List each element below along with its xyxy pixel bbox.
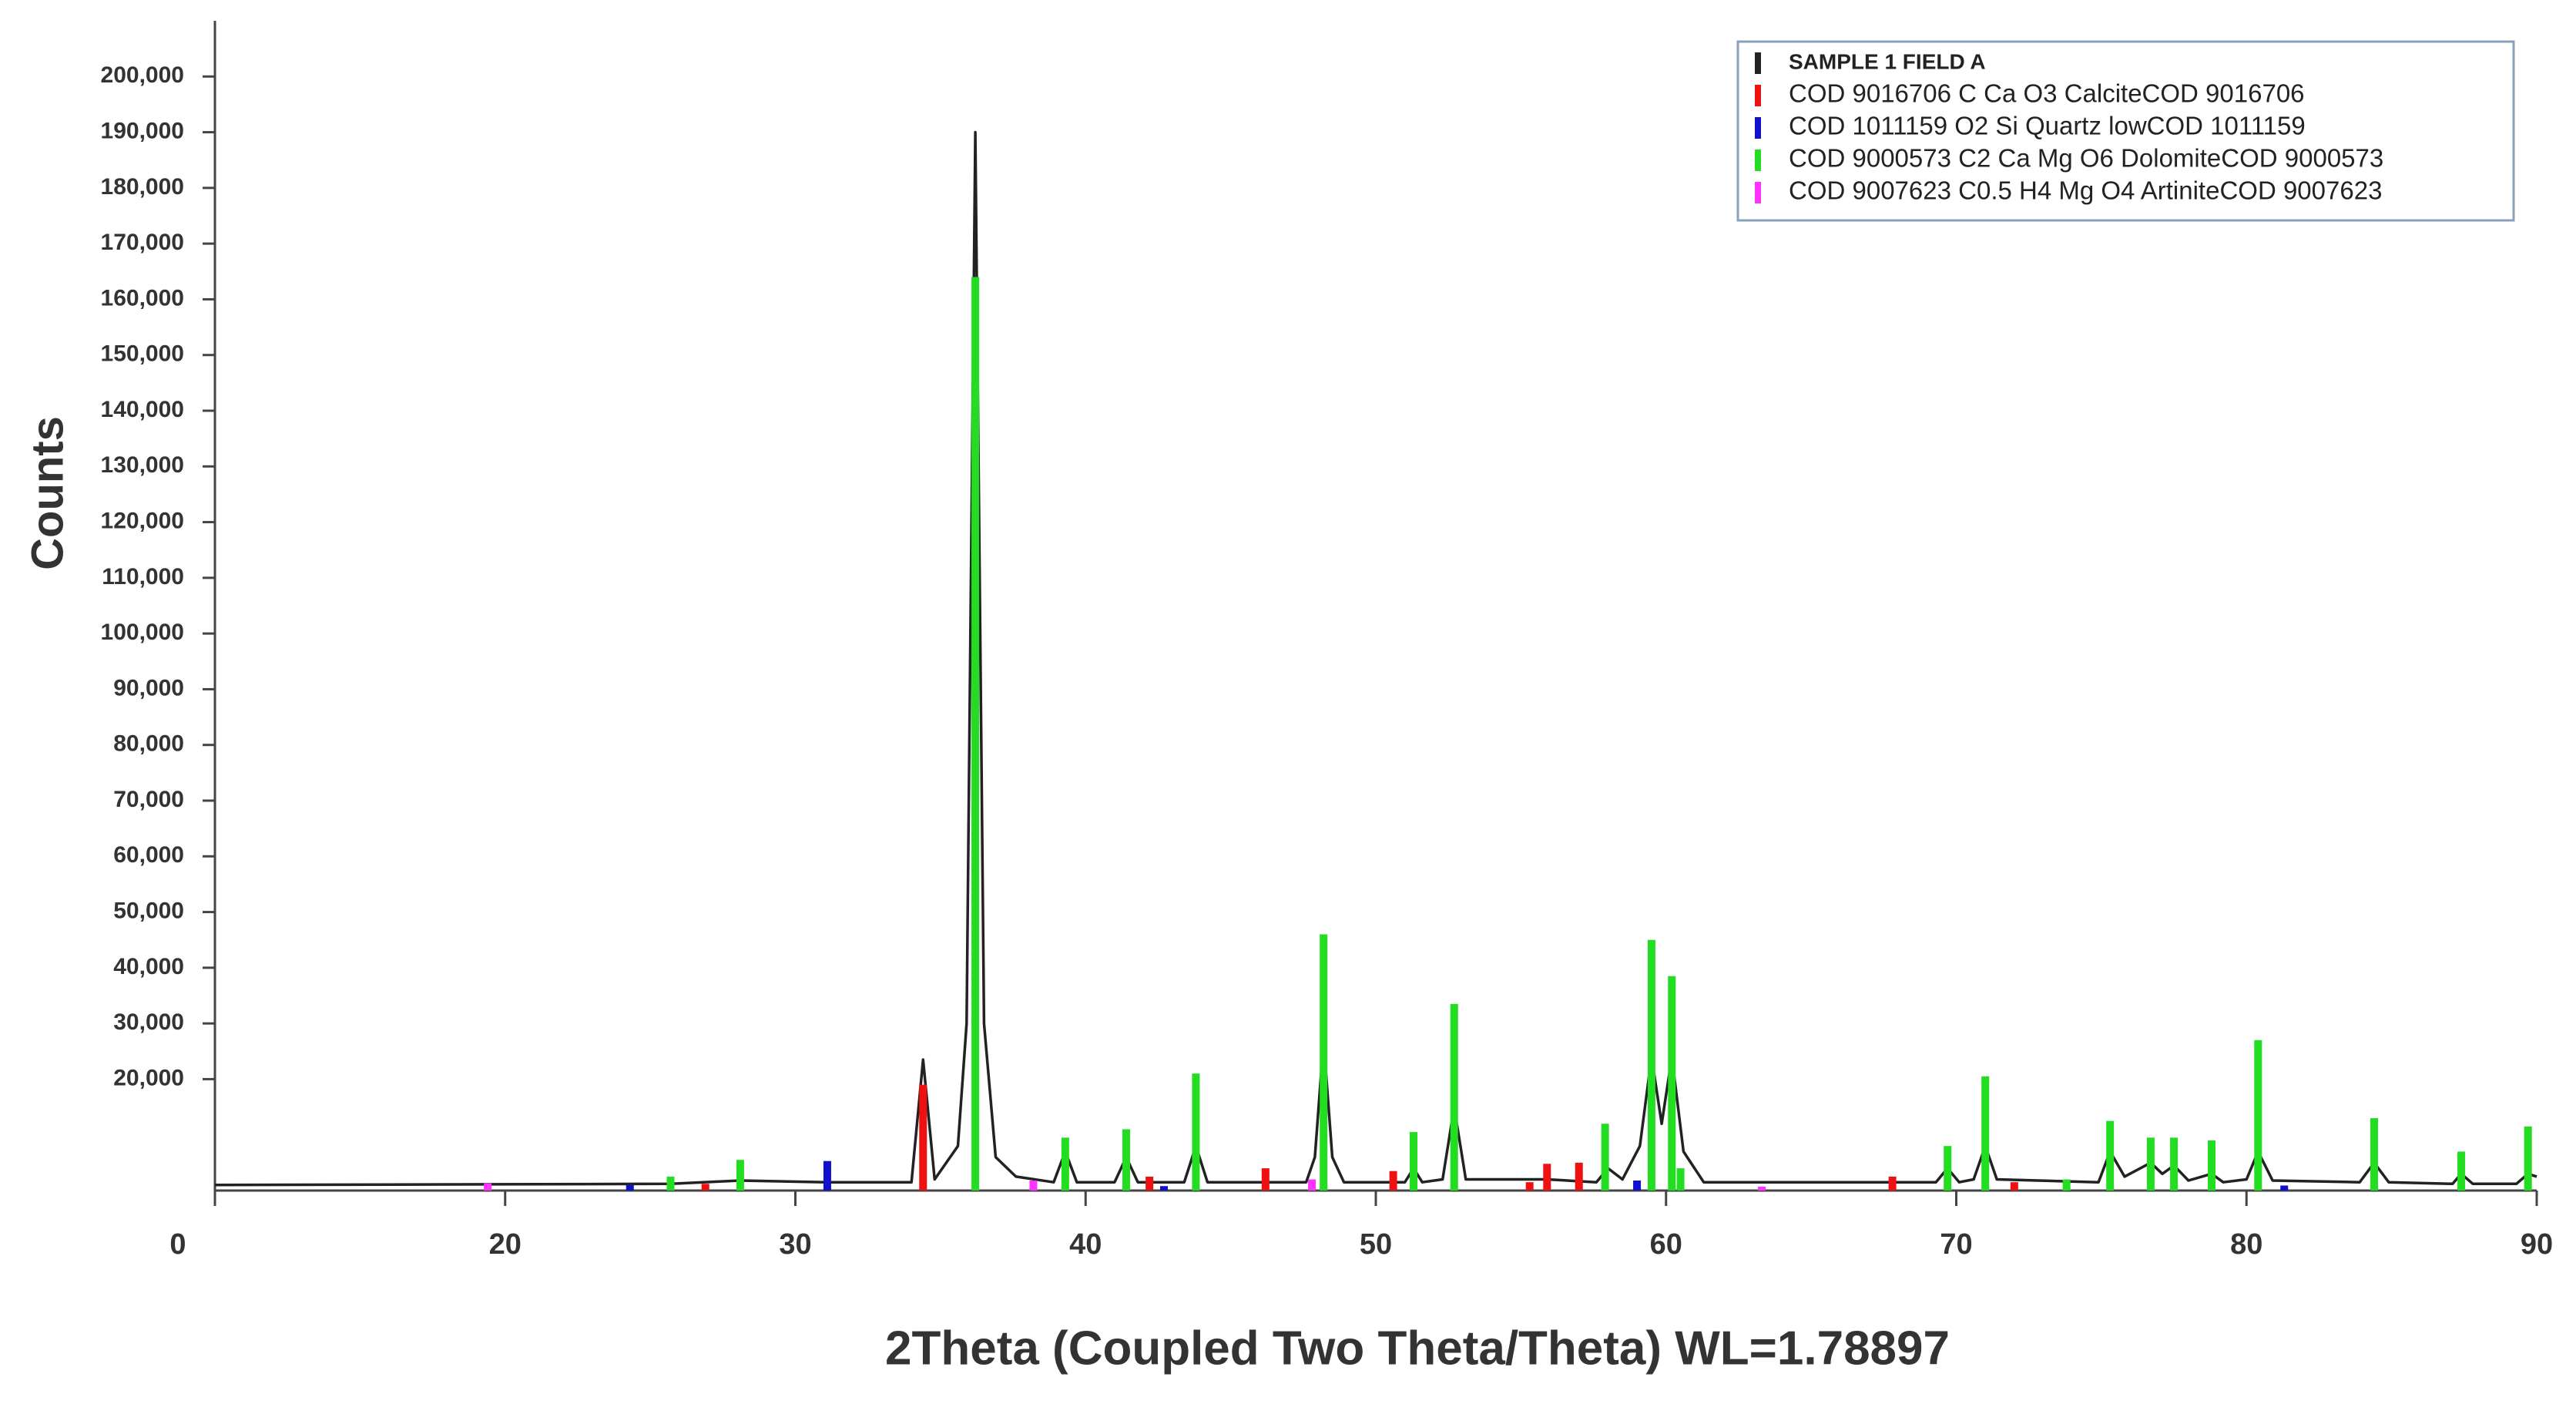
y-tick-label: 70,000 [113, 787, 184, 812]
reference-stick [1543, 1164, 1551, 1191]
reference-stick [1575, 1162, 1583, 1191]
y-tick-label: 100,000 [101, 620, 184, 645]
y-tick-label: 90,000 [113, 675, 184, 700]
x-tick-label: 50 [1360, 1228, 1392, 1261]
legend-label: COD 9007623 C0.5 H4 Mg O4 ArtiniteCOD 90… [1789, 176, 2382, 205]
legend-label: COD 1011159 O2 Si Quartz lowCOD 1011159 [1789, 112, 2306, 140]
reference-stick [1061, 1137, 1069, 1191]
reference-stick [2146, 1137, 2155, 1191]
reference-stick [2062, 1179, 2071, 1191]
reference-stick [1981, 1076, 1990, 1191]
reference-stick [2280, 1185, 2289, 1191]
x-tick-label: 0 [169, 1228, 186, 1261]
y-tick-label: 50,000 [113, 898, 184, 923]
reference-stick [484, 1183, 492, 1191]
y-tick-label: 60,000 [113, 842, 184, 868]
reference-stick [919, 1084, 927, 1191]
reference-stick [1409, 1132, 1417, 1191]
x-tick-label: 40 [1069, 1228, 1102, 1261]
reference-stick [736, 1160, 744, 1191]
reference-stick [2106, 1120, 2115, 1191]
reference-stick [971, 277, 980, 1191]
reference-stick [1029, 1180, 1038, 1191]
y-tick-label: 110,000 [102, 564, 184, 589]
reference-stick [1159, 1186, 1168, 1191]
y-tick-label: 170,000 [101, 230, 184, 255]
reference-stick [1389, 1171, 1397, 1191]
x-tick-label: 90 [2521, 1228, 2553, 1261]
reference-stick [823, 1160, 831, 1191]
reference-stick [701, 1184, 709, 1191]
x-tick-label: 80 [2230, 1228, 2262, 1261]
legend-marker [1755, 52, 1761, 74]
y-tick-label: 40,000 [113, 954, 184, 979]
x-tick-label: 60 [1650, 1228, 1682, 1261]
reference-stick [1261, 1168, 1270, 1191]
legend-marker [1755, 85, 1761, 106]
reference-stick [2208, 1140, 2216, 1191]
reference-stick [1676, 1168, 1685, 1191]
y-axis-title: Counts [22, 416, 72, 570]
y-tick-label: 130,000 [101, 452, 184, 478]
reference-stick [1525, 1182, 1534, 1191]
reference-stick [626, 1184, 634, 1191]
reference-stick [2457, 1151, 2466, 1191]
reference-stick [1122, 1129, 1130, 1191]
y-tick-label: 150,000 [101, 341, 184, 367]
reference-stick [1758, 1186, 1766, 1191]
legend-label: COD 9016706 C Ca O3 CalciteCOD 9016706 [1789, 79, 2305, 108]
reference-stick [1308, 1179, 1317, 1191]
y-tick-label: 160,000 [101, 285, 184, 311]
x-tick-label: 20 [489, 1228, 522, 1261]
reference-stick [2170, 1137, 2179, 1191]
legend-marker [1755, 117, 1761, 139]
x-tick-label: 70 [1940, 1228, 1972, 1261]
legend-box [1736, 40, 2515, 222]
reference-stick [2524, 1126, 2532, 1191]
y-tick-label: 30,000 [113, 1009, 184, 1035]
legend-marker [1755, 149, 1761, 171]
reference-stick [2370, 1118, 2379, 1191]
y-tick-label: 120,000 [101, 508, 184, 533]
reference-stick [1192, 1073, 1200, 1191]
reference-stick [2010, 1182, 2018, 1191]
reference-stick [1647, 939, 1655, 1191]
reference-stick [1888, 1176, 1897, 1191]
x-axis-title: 2Theta (Coupled Two Theta/Theta) WL=1.78… [885, 1322, 1950, 1375]
reference-stick [1450, 1003, 1458, 1191]
y-tick-label: 180,000 [101, 174, 184, 200]
reference-stick [1944, 1146, 1952, 1191]
legend-label: COD 9000573 C2 Ca Mg O6 DolomiteCOD 9000… [1789, 144, 2383, 173]
reference-stick [1601, 1124, 1609, 1191]
y-tick-label: 140,000 [101, 397, 184, 422]
reference-stick [1668, 976, 1676, 1191]
reference-stick [666, 1176, 675, 1191]
reference-stick [1633, 1180, 1642, 1191]
reference-stick [2254, 1040, 2262, 1191]
x-tick-label: 30 [779, 1228, 811, 1261]
reference-stick [1145, 1176, 1154, 1191]
legend-label: SAMPLE 1 FIELD A [1789, 49, 1986, 73]
legend-marker [1755, 182, 1761, 203]
y-tick-label: 80,000 [113, 731, 184, 757]
y-tick-label: 190,000 [101, 118, 184, 143]
y-tick-label: 20,000 [113, 1065, 184, 1090]
y-tick-label: 200,000 [101, 62, 184, 88]
reference-stick [1320, 934, 1328, 1191]
